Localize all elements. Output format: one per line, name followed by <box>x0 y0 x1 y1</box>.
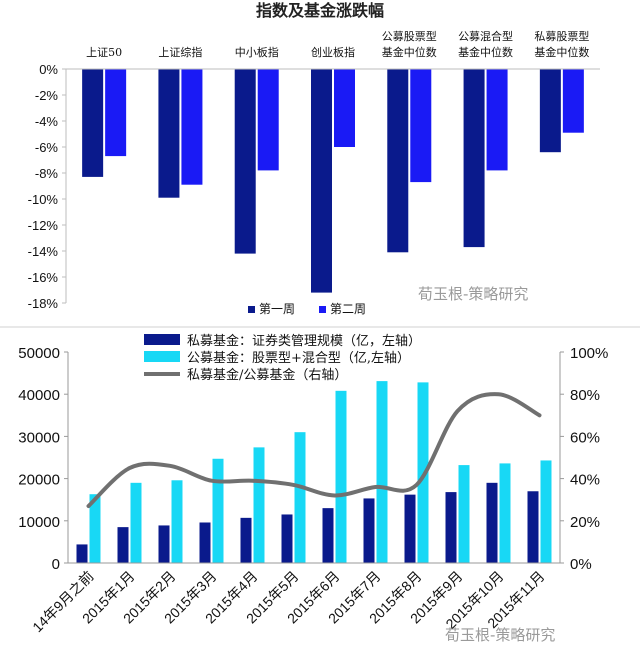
top-y-tick-label: -2% <box>35 88 59 103</box>
top-chart-title: 指数及基金涨跌幅 <box>256 1 384 20</box>
top-category-label: 私募股票型 <box>534 29 589 43</box>
bar-private-fund <box>486 482 498 563</box>
top-bars <box>82 69 584 293</box>
right-y-tick-label: 20% <box>570 514 600 531</box>
top-y-tick-label: -18% <box>28 296 59 311</box>
bar-week1 <box>463 69 485 248</box>
left-y-tick-label: 0 <box>52 556 60 573</box>
bottom-bars <box>76 381 552 563</box>
top-category-label: 公募混合型 <box>458 29 513 43</box>
bar-week2 <box>562 69 584 133</box>
top-y-tick-label: -16% <box>28 270 59 285</box>
legend-label-public: 公募基金：股票型+混合型（亿,左轴） <box>187 350 410 366</box>
right-y-tick-label: 0% <box>570 556 592 573</box>
bar-private-fund <box>404 494 416 563</box>
bar-private-fund <box>199 522 211 563</box>
bar-week1 <box>539 69 561 153</box>
ratio-line <box>86 392 542 509</box>
bar-private-fund <box>363 498 375 563</box>
bar-private-fund <box>158 525 170 563</box>
left-y-tick-label: 40000 <box>18 387 60 404</box>
legend-swatch-week2 <box>319 306 326 313</box>
legend-swatch-week1 <box>248 306 255 313</box>
bar-public-fund <box>499 463 511 563</box>
bottom-chart: 0 10000 20000 30000 40000 50000 0% 20% 40% 60% 80… <box>18 333 608 644</box>
top-y-tick-label: -14% <box>28 244 59 259</box>
bar-week2 <box>105 69 127 157</box>
bar-public-fund <box>89 494 101 563</box>
watermark-top: 荀玉根-策略研究 <box>418 285 528 303</box>
bottom-category-label: 14年9月之前 <box>29 568 96 635</box>
top-chart: 指数及基金涨跌幅 0% -2% -4% -6% -8% -10% -12% -14% -16% -… <box>28 1 600 316</box>
top-y-tick-label: 0% <box>39 62 58 77</box>
bar-public-fund <box>294 432 306 563</box>
legend-label-week1: 第一周 <box>259 302 295 316</box>
top-category-label: 公募股票型 <box>382 29 437 43</box>
left-y-tick-label: 50000 <box>18 345 60 362</box>
bar-public-fund <box>376 381 388 563</box>
top-legend: 第一周 第二周 <box>248 302 366 316</box>
right-y-tick-label: 100% <box>570 345 608 362</box>
bar-private-fund <box>76 544 88 563</box>
bar-private-fund <box>322 508 334 563</box>
bottom-right-axis: 0% 20% 40% 60% 80% 100% <box>560 345 608 573</box>
legend-label-private: 私募基金：证券类管理规模（亿，左轴） <box>187 333 421 349</box>
left-y-tick-label: 10000 <box>18 514 60 531</box>
top-y-tick-label: -12% <box>28 218 59 233</box>
bar-public-fund <box>212 458 224 563</box>
legend-swatch-private <box>144 334 180 345</box>
top-y-tick-label: -10% <box>28 192 59 207</box>
legend-label-ratio: 私募基金/公募基金（右轴） <box>187 367 347 383</box>
top-y-tick-label: -6% <box>35 140 59 155</box>
bar-private-fund <box>445 492 457 563</box>
top-category-label: 创业板指 <box>311 45 355 59</box>
legend-swatch-public <box>144 351 180 362</box>
bar-public-fund <box>130 482 142 563</box>
top-category-label: 基金中位数 <box>458 45 513 59</box>
top-category-label: 上证50 <box>86 46 122 59</box>
top-y-axis: 0% -2% -4% -6% -8% -10% -12% -14% -16% -18% <box>28 62 66 311</box>
bar-public-fund <box>458 465 470 563</box>
bar-private-fund <box>281 514 293 563</box>
bar-week2 <box>257 69 279 171</box>
bar-public-fund <box>540 460 552 563</box>
bar-week1 <box>387 69 409 253</box>
bar-week2 <box>486 69 508 171</box>
bar-week1 <box>82 69 104 177</box>
bottom-legend: 私募基金：证券类管理规模（亿，左轴） 公募基金：股票型+混合型（亿,左轴） 私募… <box>144 333 421 383</box>
top-category-label: 基金中位数 <box>382 45 437 59</box>
right-y-tick-label: 80% <box>570 387 600 404</box>
bar-public-fund <box>335 390 347 563</box>
legend-label-week2: 第二周 <box>330 302 366 316</box>
watermark-bottom: 荀玉根-策略研究 <box>445 626 555 644</box>
bar-week2 <box>410 69 432 183</box>
bar-private-fund <box>240 517 252 563</box>
top-category-label: 上证综指 <box>158 45 202 59</box>
top-y-tick-label: -4% <box>35 114 59 129</box>
bar-week1 <box>158 69 180 198</box>
left-y-tick-label: 20000 <box>18 472 60 489</box>
bar-private-fund <box>117 527 129 563</box>
bar-week1 <box>234 69 256 254</box>
top-category-label: 基金中位数 <box>534 45 589 59</box>
bar-week2 <box>181 69 203 185</box>
bar-public-fund <box>171 480 183 563</box>
bar-week2 <box>334 69 355 147</box>
top-category-label: 中小板指 <box>235 45 279 59</box>
bar-public-fund <box>253 447 265 563</box>
bar-week1 <box>311 69 332 293</box>
left-y-tick-label: 30000 <box>18 429 60 446</box>
bottom-left-axis: 0 10000 20000 30000 40000 50000 <box>18 345 68 573</box>
right-y-tick-label: 40% <box>570 472 600 489</box>
bar-private-fund <box>527 491 539 563</box>
top-y-tick-label: -8% <box>35 166 59 181</box>
right-y-tick-label: 60% <box>570 429 600 446</box>
